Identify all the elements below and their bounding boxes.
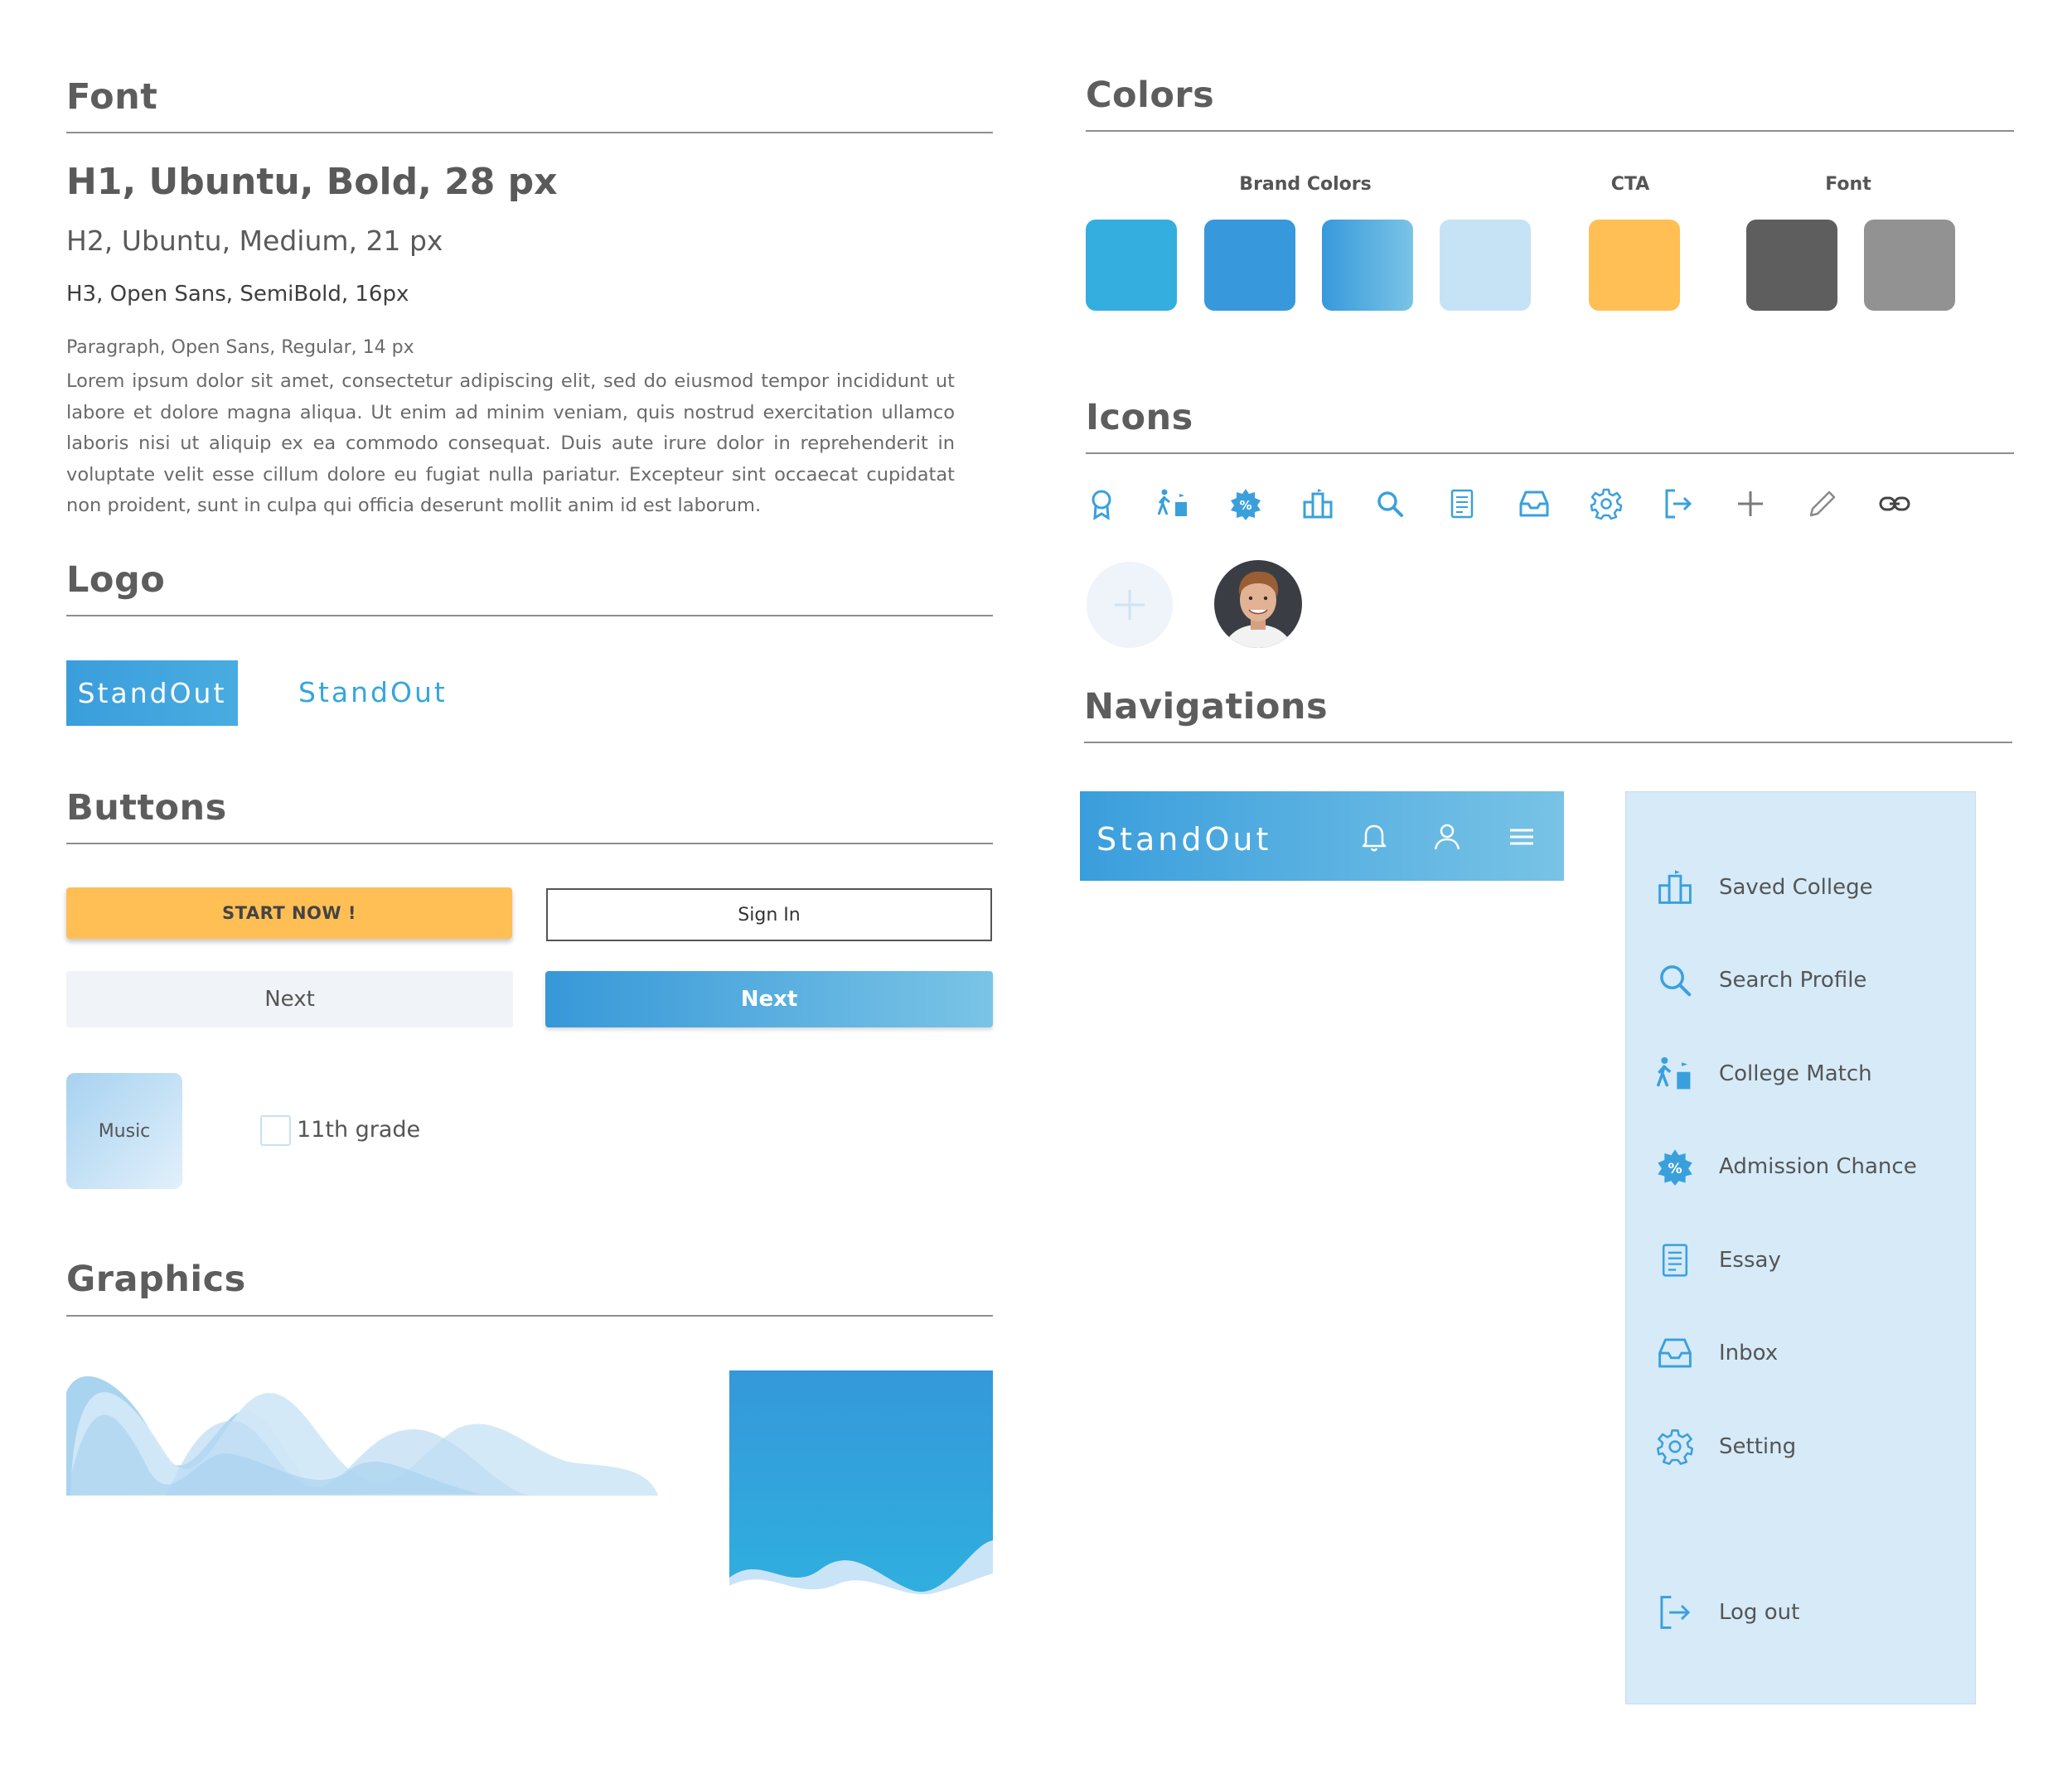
link-icon [1879,496,1910,511]
walk-college-icon [1157,489,1187,516]
next-primary-button[interactable]: Next [545,971,993,1027]
logout-icon [1660,1596,1691,1629]
wave-graphic [66,1375,658,1496]
divider [1086,452,2014,454]
bell-icon[interactable] [1358,820,1391,853]
inbox-icon [1519,491,1549,517]
brand-color-swatch-4 [1440,220,1531,311]
icons-section-title: Icons [1086,397,1193,438]
sidebar-item-logout[interactable]: Log out [1626,1588,1975,1637]
sidebar-item-label: College Match [1719,1061,1872,1086]
menu-icon[interactable] [1505,820,1538,853]
divider [66,1315,993,1317]
h2-sample: H2, Ubuntu, Medium, 21 px [66,225,443,257]
college-icon [1303,489,1333,519]
user-icon[interactable] [1431,820,1464,853]
logo-section-title: Logo [66,559,166,601]
sidebar-item-label: Admission Chance [1719,1154,1917,1179]
badge-percent-icon: % [1231,489,1261,520]
sidebar-item-college-match[interactable]: College Match [1626,1049,1975,1099]
paragraph-label: Paragraph, Open Sans, Regular, 14 px [66,337,414,358]
divider [66,615,993,616]
sidebar-item-label: Search Profile [1719,968,1867,993]
nav-brand-logo[interactable]: StandOut [1097,821,1272,858]
search-icon [1377,491,1403,517]
top-nav-bar: StandOut [1080,791,1564,881]
font-color-swatch-2 [1864,220,1955,311]
h1-sample: H1, Ubuntu, Bold, 28 px [66,161,558,203]
logout-icon [1665,489,1692,519]
divider [1084,742,2012,743]
cta-label: CTA [1610,174,1650,195]
brand-colors-label: Brand Colors [1239,174,1372,195]
h3-sample: H3, Open Sans, SemiBold, 16px [66,282,409,307]
checkbox-label: 11th grade [297,1117,421,1143]
award-icon [1092,490,1111,520]
essay-icon [1450,489,1474,519]
divider [66,132,993,133]
walk-college-icon [1656,1056,1691,1090]
sidebar-item-essay[interactable]: Essay [1626,1235,1975,1285]
sidebar-item-admission-chance[interactable]: % Admission Chance [1626,1142,1975,1191]
svg-text:%: % [1668,1161,1682,1177]
graphics-section-title: Graphics [66,1259,246,1300]
sidebar-item-label: Setting [1719,1434,1797,1459]
buttons-section-title: Buttons [66,787,227,829]
add-avatar-button[interactable] [1087,562,1173,648]
grade-checkbox[interactable] [260,1115,291,1146]
sidebar-item-label: Inbox [1719,1341,1779,1365]
sidebar-nav: Saved College Search Profile College Mat… [1625,791,1976,1704]
logo-filled: StandOut [66,660,238,726]
pencil-icon [1809,491,1836,517]
brand-color-swatch-1 [1086,220,1177,311]
font-color-swatch-1 [1746,220,1837,311]
navigations-section-title: Navigations [1084,686,1329,727]
divider [66,843,993,844]
logo-outline: StandOut [298,676,448,708]
sidebar-item-inbox[interactable]: Inbox [1626,1328,1975,1378]
svg-text:%: % [1239,498,1251,513]
gear-icon [1590,488,1623,520]
next-secondary-button[interactable]: Next [66,971,513,1027]
plus-icon [1738,491,1763,516]
plus-icon [1115,590,1145,620]
badge-percent-icon: % [1658,1149,1692,1186]
font-colors-label: Font [1825,174,1871,195]
divider [1086,130,2014,132]
brand-color-swatch-3 [1322,220,1413,311]
essay-icon [1662,1244,1688,1277]
sidebar-item-label: Saved College [1719,875,1873,900]
search-icon [1660,965,1692,997]
sidebar-item-label: Log out [1719,1600,1800,1625]
sidebar-item-search-profile[interactable]: Search Profile [1626,955,1975,1005]
start-now-button[interactable]: START NOW ! [66,887,512,939]
cta-color-swatch [1589,220,1680,311]
sign-in-button[interactable]: Sign In [546,888,992,941]
inbox-icon [1658,1338,1692,1368]
font-section-title: Font [66,76,158,118]
sidebar-item-setting[interactable]: Setting [1626,1422,1975,1472]
college-icon [1658,870,1692,904]
sidebar-item-label: Essay [1719,1248,1781,1273]
card-graphic [729,1370,993,1602]
colors-section-title: Colors [1086,75,1215,116]
avatar [1214,560,1302,648]
music-tag[interactable]: Music [66,1073,182,1189]
sidebar-item-saved-college[interactable]: Saved College [1626,863,1975,912]
gear-icon [1657,1429,1693,1465]
paragraph-sample: Lorem ipsum dolor sit amet, consectetur … [66,370,955,516]
brand-color-swatch-2 [1204,220,1295,311]
